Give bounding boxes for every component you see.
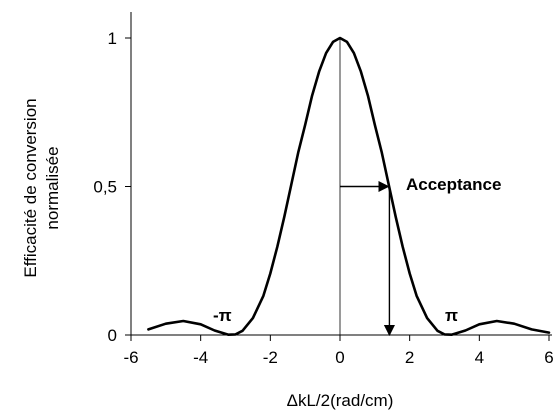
- x-tick-label: -4: [193, 348, 208, 367]
- y-tick-label: 1: [108, 29, 117, 48]
- x-tick-label: 0: [335, 348, 344, 367]
- pi-label: π: [445, 306, 458, 325]
- x-tick-label: -6: [123, 348, 138, 367]
- x-tick-label: -2: [263, 348, 278, 367]
- x-tick-label: 4: [475, 348, 484, 367]
- axes: [130, 12, 552, 336]
- x-tick-label: 2: [405, 348, 414, 367]
- y-tick-label: 0,5: [93, 178, 117, 197]
- minus-pi-label: -π: [213, 306, 232, 325]
- y-axis-title: Efficacité de conversion normalisée: [21, 98, 62, 277]
- acceptance-label: Acceptance: [406, 175, 501, 194]
- efficiency-curve: [147, 36, 551, 337]
- y-tick-label: 0: [108, 326, 117, 345]
- y-axis-title-line-1: Efficacité de conversion: [21, 98, 40, 277]
- x-tick-label: 6: [544, 348, 553, 367]
- x-axis-title: ΔkL/2(rad/cm): [287, 391, 394, 410]
- ticks: -6 -4 -2 0 2 4 6 0 0,5 1: [93, 29, 553, 367]
- y-axis-title-line-2: normalisée: [43, 146, 62, 229]
- annotations: [340, 180, 396, 337]
